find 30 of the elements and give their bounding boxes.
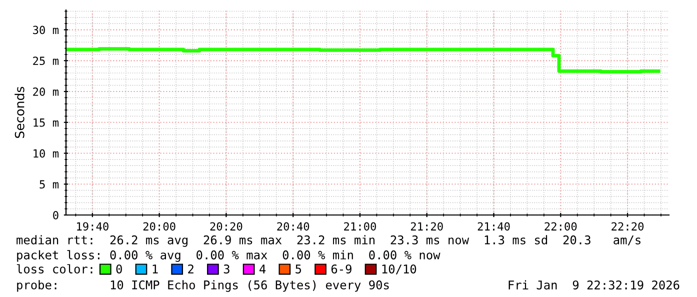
text: packet loss: 0.00 % avg 0.00 % max 0.00 % min 0.00 % now [17,250,440,262]
y-tick-label: 5 m [40,180,59,189]
x-tick-label: 22:00 [544,222,577,231]
legend-label: 0 [116,264,122,274]
x-tick-label: 22:20 [612,222,644,231]
x-tick-label: 20:20 [210,222,242,231]
legend-label: 6-9 [331,264,352,274]
x-tick-label: 21:40 [478,222,510,231]
legend-label: 5 [296,264,302,274]
legend-label: 2 [188,264,194,274]
y-tick-label: 25 m [33,56,59,66]
x-tick-label: 20:00 [143,222,176,231]
x-tick-label: 21:00 [344,222,376,231]
x-tick-label: 19:40 [77,222,108,231]
x-tick-label: 21:20 [410,222,443,231]
text: probe: 10 ICMP Echo Pings (56 Bytes) every 90s [17,280,389,292]
legend-label: 3 [224,264,230,274]
legend-title: loss color: [16,264,92,274]
legend-label: 10/10 [382,264,416,274]
legend-label: 4 [260,264,266,274]
y-axis-title: Seconds [14,86,24,138]
y-tick-label: 30 m [33,26,59,34]
y-tick-label: 0 [53,211,58,220]
text: median rtt: 26.2 ms avg 26.9 ms max 23.2 ms min 23.3 ms now 1.3 ms sd 20.3 am/s [16,235,640,247]
y-tick-label: 10 m [34,149,59,158]
legend-label: 1 [152,264,158,274]
x-tick-label: 20:40 [277,222,310,231]
y-tick-label: 20 m [33,88,59,96]
y-tick-label: 15 m [34,118,59,127]
text: Fri Jan 9 22:32:19 2026 [508,280,680,290]
